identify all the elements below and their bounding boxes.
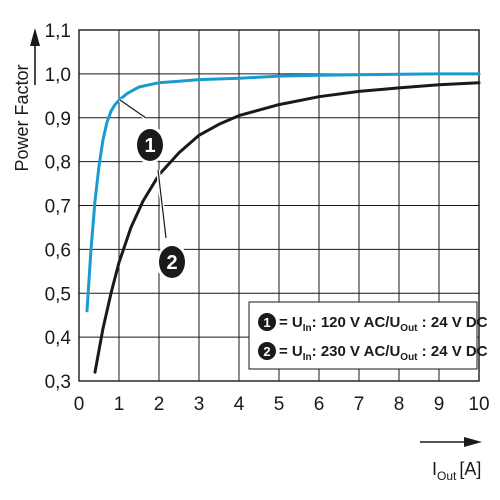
legend-marker-1-label: 1 (263, 315, 270, 330)
y-tick-label: 0,3 (45, 372, 71, 393)
callout-marker-1 (137, 129, 163, 161)
x-tick-label: 10 (468, 394, 489, 415)
y-axis-title: Power Factor (12, 64, 32, 171)
x-axis-title-unit: [A] (459, 459, 481, 479)
callout-leader-2 (157, 169, 167, 239)
legend-marker-1 (258, 313, 276, 331)
x-axis-title-main: I (432, 459, 437, 479)
x-tick-label: 9 (434, 394, 445, 415)
callout-label-1: 1 (144, 135, 155, 157)
x-tick-label: 7 (354, 394, 365, 415)
callout-marker-2 (159, 246, 185, 278)
y-axis-title-group: Power Factor (12, 28, 40, 172)
series-line-1 (85, 72, 481, 313)
x-tick-label: 8 (394, 394, 405, 415)
x-axis-title-sub: Out (437, 469, 457, 483)
series-lines (85, 72, 481, 374)
series-line-2 (93, 81, 481, 374)
legend-entry-1: 1 = UIn: 120 V AC/UOut : 24 V DC (258, 313, 488, 334)
legend-box (248, 301, 478, 370)
x-tick-label: 1 (114, 394, 125, 415)
x-axis-ticks: 0 1 2 3 4 5 6 7 8 9 10 (74, 394, 490, 415)
y-tick-label: 0,5 (45, 284, 71, 305)
legend-entry-2: 2 = UIn: 230 V AC/UOut : 24 V DC (258, 342, 488, 363)
legend-entry-2-text: = UIn: 230 V AC/UOut : 24 V DC (279, 343, 488, 363)
y-tick-label: 1,0 (45, 65, 71, 86)
callout-label-2: 2 (166, 252, 177, 274)
y-tick-label: 0,7 (45, 197, 71, 218)
y-tick-label: 1,1 (45, 21, 71, 42)
y-axis-ticks: 0,3 0,4 0,5 0,6 0,7 0,8 0,9 1,0 1,1 (45, 21, 72, 393)
legend-entry-1-text: = UIn: 120 V AC/UOut : 24 V DC (279, 314, 488, 334)
x-tick-label: 2 (154, 394, 165, 415)
x-tick-label: 3 (194, 394, 205, 415)
x-axis-title: IOut [A] (432, 459, 481, 483)
legend: 1 = UIn: 120 V AC/UOut : 24 V DC 2 = UIn… (248, 301, 488, 370)
x-tick-label: 5 (274, 394, 285, 415)
x-tick-label: 0 (74, 394, 85, 415)
legend-marker-2-label: 2 (263, 344, 270, 359)
y-tick-label: 0,9 (45, 109, 71, 130)
series-markers: 12 (118, 98, 188, 281)
x-axis-title-group: IOut [A] (420, 437, 482, 483)
y-axis-arrow-head (30, 28, 40, 46)
legend-marker-2 (258, 342, 276, 360)
y-tick-label: 0,6 (45, 240, 71, 261)
y-tick-label: 0,4 (45, 328, 72, 349)
x-tick-label: 6 (314, 394, 325, 415)
x-tick-label: 4 (234, 394, 245, 415)
x-axis-arrow-head (464, 437, 482, 447)
y-tick-label: 0,8 (45, 153, 71, 174)
callout-leader-1 (119, 99, 147, 119)
